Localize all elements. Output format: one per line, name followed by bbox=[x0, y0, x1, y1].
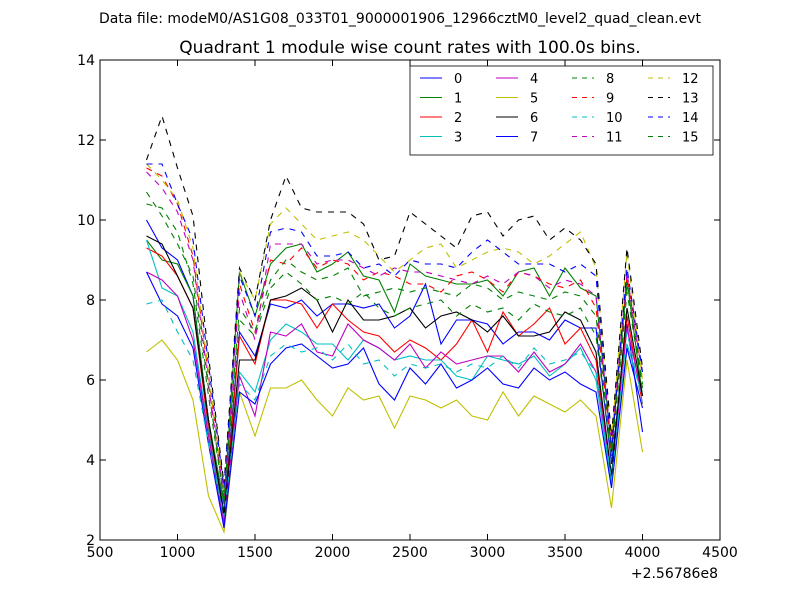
legend-label-1: 1 bbox=[454, 92, 462, 107]
legend-label-4: 4 bbox=[530, 72, 538, 87]
y-tick-label: 12 bbox=[77, 133, 95, 149]
x-tick-label: 500 bbox=[87, 545, 114, 561]
series-line-12 bbox=[146, 163, 644, 493]
legend-label-5: 5 bbox=[530, 92, 538, 107]
legend-label-13: 13 bbox=[682, 92, 699, 107]
legend-label-2: 2 bbox=[454, 111, 462, 126]
legend-label-3: 3 bbox=[454, 131, 462, 146]
plot-area bbox=[145, 114, 644, 535]
legend-box bbox=[409, 65, 714, 156]
x-tick-label: 3500 bbox=[547, 545, 583, 561]
chart-title: Quadrant 1 module wise count rates with … bbox=[179, 38, 640, 58]
legend-label-11: 11 bbox=[606, 131, 623, 146]
series-line-9 bbox=[146, 167, 644, 493]
x-tick-label: 2000 bbox=[315, 545, 351, 561]
y-tick-label: 2 bbox=[86, 533, 95, 549]
x-tick-label: 1500 bbox=[237, 545, 273, 561]
legend-label-7: 7 bbox=[530, 131, 538, 146]
series-line-10 bbox=[146, 299, 644, 517]
x-tick-label: 3000 bbox=[470, 545, 506, 561]
series-line-14 bbox=[146, 163, 644, 489]
legend-label-0: 0 bbox=[454, 72, 462, 87]
series-line-8 bbox=[146, 191, 644, 501]
x-tick-label: 2500 bbox=[392, 545, 428, 561]
legend-label-8: 8 bbox=[606, 72, 614, 87]
legend-label-12: 12 bbox=[682, 72, 699, 87]
x-axis: 500 1000 1500 2000 2500 3000 3500 4000 4500 bbox=[87, 60, 738, 561]
y-tick-label: 6 bbox=[86, 373, 95, 389]
x-tick-label: 1000 bbox=[160, 545, 196, 561]
legend-label-9: 9 bbox=[606, 92, 614, 107]
y-tick-label: 8 bbox=[86, 293, 95, 309]
legend-label-14: 14 bbox=[682, 111, 699, 126]
series-line-7 bbox=[146, 271, 644, 529]
y-tick-label: 10 bbox=[77, 213, 95, 229]
x-offset-label: +2.56786e8 bbox=[631, 566, 718, 582]
series-line-11 bbox=[146, 171, 644, 497]
x-tick-label: 4000 bbox=[625, 545, 661, 561]
y-tick-label: 4 bbox=[86, 453, 95, 469]
x-tick-label: 4500 bbox=[702, 545, 738, 561]
series-line-0 bbox=[146, 219, 644, 513]
legend-label-15: 15 bbox=[682, 131, 699, 146]
legend-label-10: 10 bbox=[606, 111, 623, 126]
chart-suptitle: Data file: modeM0/AS1G08_033T01_90000019… bbox=[99, 11, 701, 27]
legend-label-6: 6 bbox=[530, 111, 538, 126]
y-tick-label: 14 bbox=[77, 53, 95, 69]
series-line-4 bbox=[146, 271, 644, 525]
